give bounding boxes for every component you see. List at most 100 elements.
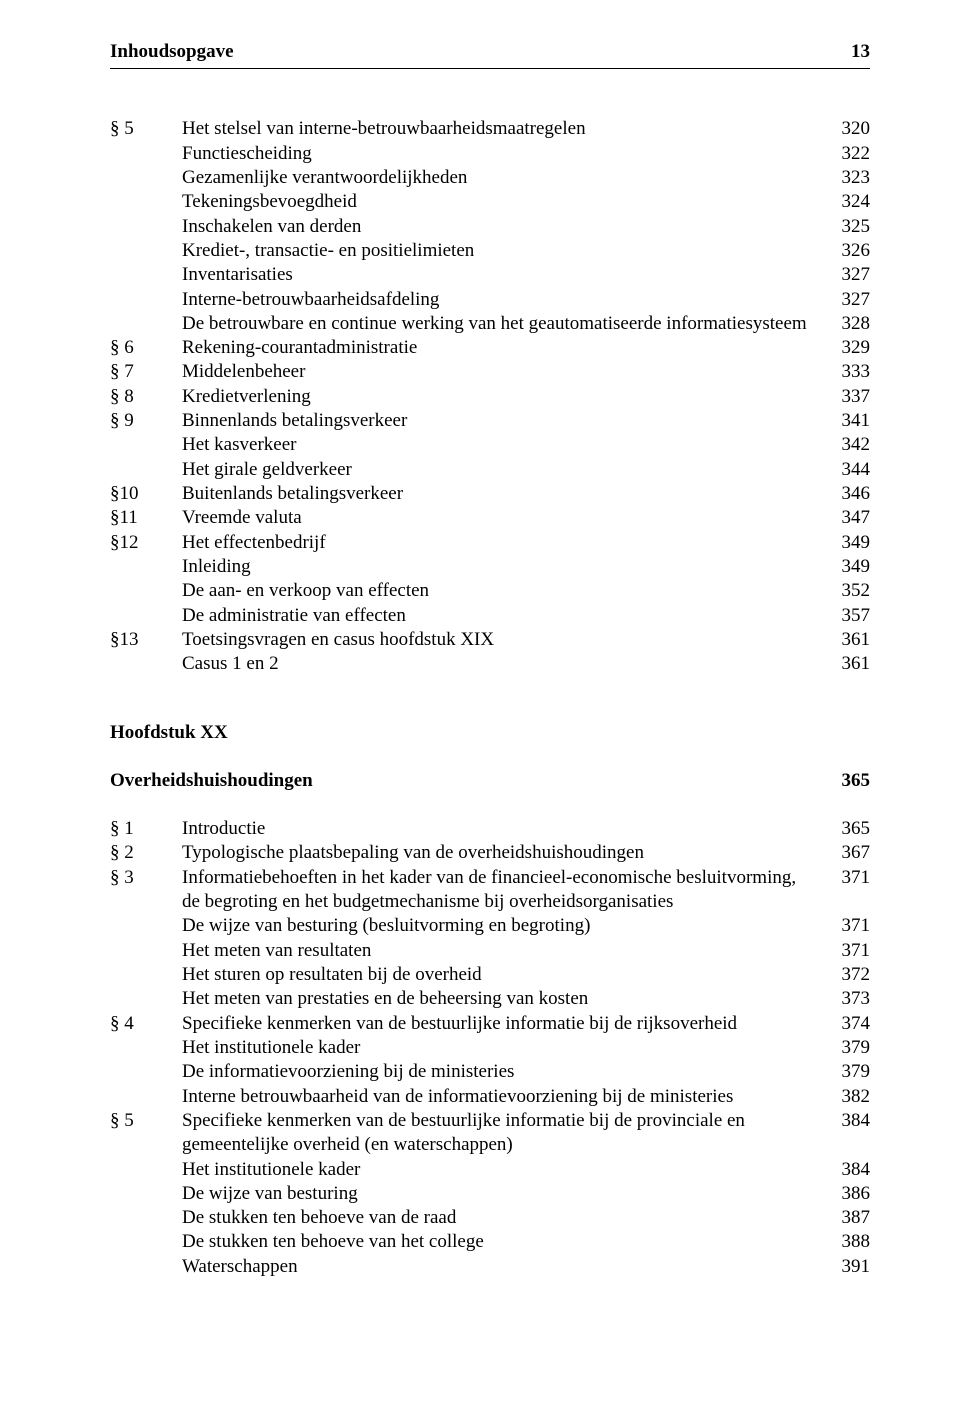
toc-entry-page: 379: [824, 1036, 870, 1060]
toc-entry-page: 361: [824, 652, 870, 676]
toc-section-number: § 7: [110, 360, 182, 384]
toc-entry-title: Functiescheiding: [182, 142, 824, 166]
toc-block-1: § 5Het stelsel van interne-betrouwbaarhe…: [110, 117, 870, 676]
toc-entry-title: Rekening-courantadministratie: [182, 336, 824, 360]
toc-section-number: § 8: [110, 385, 182, 409]
toc-entry-page: 382: [824, 1085, 870, 1109]
toc-entry-title: Het institutionele kader: [182, 1036, 824, 1060]
toc-entry-title: Het girale geldverkeer: [182, 458, 824, 482]
toc-entry-page: 325: [824, 215, 870, 239]
toc-entry-page: 387: [824, 1206, 870, 1230]
toc-entry-title: De administratie van effecten: [182, 604, 824, 628]
toc-entry-page: 328: [824, 312, 870, 336]
toc-entry-page: 352: [824, 579, 870, 603]
toc-section-number: §13: [110, 628, 182, 652]
toc-row: Interne-betrouwbaarheidsafdeling327: [110, 288, 870, 312]
toc-entry-title: Specifieke kenmerken van de bestuurlijke…: [182, 1012, 824, 1036]
toc-entry-title: Het sturen op resultaten bij de overheid: [182, 963, 824, 987]
toc-entry-title: Inleiding: [182, 555, 824, 579]
toc-row: De stukken ten behoeve van het college38…: [110, 1230, 870, 1254]
toc-entry-title: Tekeningsbevoegdheid: [182, 190, 824, 214]
toc-entry-page: 329: [824, 336, 870, 360]
toc-entry-title: Het stelsel van interne-betrouwbaarheids…: [182, 117, 824, 141]
toc-section-number: § 5: [110, 117, 182, 141]
toc-entry-title: De informatievoorziening bij de minister…: [182, 1060, 824, 1084]
toc-row: § 4Specifieke kenmerken van de bestuurli…: [110, 1012, 870, 1036]
toc-entry-title: Vreemde valuta: [182, 506, 824, 530]
toc-entry-page: 365: [824, 817, 870, 841]
toc-entry-title: Waterschappen: [182, 1255, 824, 1279]
toc-row: §12Het effectenbedrijf349: [110, 531, 870, 555]
toc-section-number: §12: [110, 531, 182, 555]
toc-entry-page: 372: [824, 963, 870, 987]
toc-row: §10Buitenlands betalingsverkeer346: [110, 482, 870, 506]
toc-entry-page: 324: [824, 190, 870, 214]
toc-entry-page: 371: [824, 914, 870, 938]
toc-row: § 6Rekening-courantadministratie329: [110, 336, 870, 360]
toc-entry-page: 361: [824, 628, 870, 652]
toc-entry-title: Gezamenlijke verantwoordelijkheden: [182, 166, 824, 190]
chapter-subject-row: Overheidshuishoudingen 365: [110, 769, 870, 793]
toc-entry-page: 367: [824, 841, 870, 865]
toc-entry-page: 379: [824, 1060, 870, 1084]
toc-entry-page: 374: [824, 1012, 870, 1036]
toc-entry-page: 346: [824, 482, 870, 506]
toc-entry-title: Middelenbeheer: [182, 360, 824, 384]
toc-entry-page: 349: [824, 531, 870, 555]
toc-entry-page: 388: [824, 1230, 870, 1254]
toc-row: § 9Binnenlands betalingsverkeer341: [110, 409, 870, 433]
toc-entry-page: 320: [824, 117, 870, 141]
toc-entry-page: 341: [824, 409, 870, 433]
toc-row: § 3Informatiebehoeften in het kader van …: [110, 866, 870, 915]
toc-entry-title: Introductie: [182, 817, 824, 841]
toc-entry-title: Het effectenbedrijf: [182, 531, 824, 555]
toc-section-number: § 4: [110, 1012, 182, 1036]
toc-entry-title: De wijze van besturing: [182, 1182, 824, 1206]
toc-row: Waterschappen391: [110, 1255, 870, 1279]
toc-row: § 5Specifieke kenmerken van de bestuurli…: [110, 1109, 870, 1158]
running-head-left: Inhoudsopgave: [110, 40, 234, 64]
toc-row: Het institutionele kader384: [110, 1158, 870, 1182]
toc-entry-title: Buitenlands betalingsverkeer: [182, 482, 824, 506]
toc-entry-title: Toetsingsvragen en casus hoofdstuk XIX: [182, 628, 824, 652]
toc-section-number: § 9: [110, 409, 182, 433]
toc-row: Het girale geldverkeer344: [110, 458, 870, 482]
toc-row: § 8Kredietverlening337: [110, 385, 870, 409]
running-head: Inhoudsopgave 13: [110, 40, 870, 64]
toc-row: Het meten van resultaten371: [110, 939, 870, 963]
toc-entry-page: 357: [824, 604, 870, 628]
toc-row: Het institutionele kader379: [110, 1036, 870, 1060]
toc-entry-title: Typologische plaatsbepaling van de overh…: [182, 841, 824, 865]
toc-row: Functiescheiding322: [110, 142, 870, 166]
toc-entry-title: Interne betrouwbaarheid van de informati…: [182, 1085, 824, 1109]
toc-section-number: § 5: [110, 1109, 182, 1133]
toc-row: Inventarisaties327: [110, 263, 870, 287]
toc-row: De wijze van besturing386: [110, 1182, 870, 1206]
toc-row: Gezamenlijke verantwoordelijkheden323: [110, 166, 870, 190]
chapter-subject-title: Overheidshuishoudingen: [110, 769, 824, 793]
toc-row: Casus 1 en 2361: [110, 652, 870, 676]
toc-section-number: §11: [110, 506, 182, 530]
toc-entry-page: 384: [824, 1158, 870, 1182]
toc-row: Het sturen op resultaten bij de overheid…: [110, 963, 870, 987]
page: Inhoudsopgave 13 § 5Het stelsel van inte…: [0, 0, 960, 1409]
toc-entry-page: 342: [824, 433, 870, 457]
toc-entry-page: 344: [824, 458, 870, 482]
toc-entry-page: 373: [824, 987, 870, 1011]
toc-entry-title: Casus 1 en 2: [182, 652, 824, 676]
toc-entry-page: 349: [824, 555, 870, 579]
toc-section-number: § 3: [110, 866, 182, 890]
toc-entry-title: Inschakelen van derden: [182, 215, 824, 239]
toc-entry-title: Krediet-, transactie- en positielimieten: [182, 239, 824, 263]
toc-entry-title: De aan- en verkoop van effecten: [182, 579, 824, 603]
toc-section-number: § 2: [110, 841, 182, 865]
toc-row: Krediet-, transactie- en positielimieten…: [110, 239, 870, 263]
toc-row: Interne betrouwbaarheid van de informati…: [110, 1085, 870, 1109]
toc-entry-title: Binnenlands betalingsverkeer: [182, 409, 824, 433]
toc-entry-title: De stukken ten behoeve van de raad: [182, 1206, 824, 1230]
toc-entry-page: 322: [824, 142, 870, 166]
toc-row: § 7Middelenbeheer333: [110, 360, 870, 384]
toc-section-number: § 6: [110, 336, 182, 360]
toc-entry-page: 326: [824, 239, 870, 263]
toc-entry-page: 333: [824, 360, 870, 384]
